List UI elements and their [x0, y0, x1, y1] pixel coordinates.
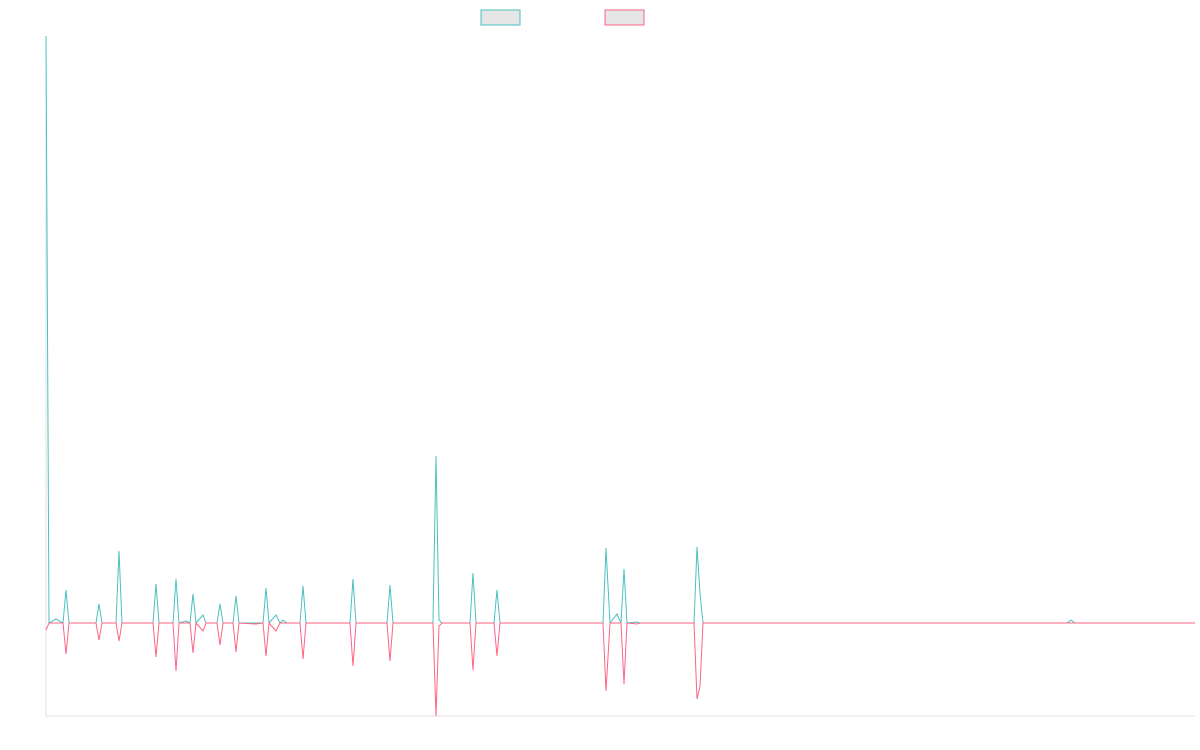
- series-line: [45, 35, 1195, 625]
- legend-swatch: [480, 9, 521, 26]
- series-line: [45, 621, 1195, 717]
- legend-swatch: [604, 9, 645, 26]
